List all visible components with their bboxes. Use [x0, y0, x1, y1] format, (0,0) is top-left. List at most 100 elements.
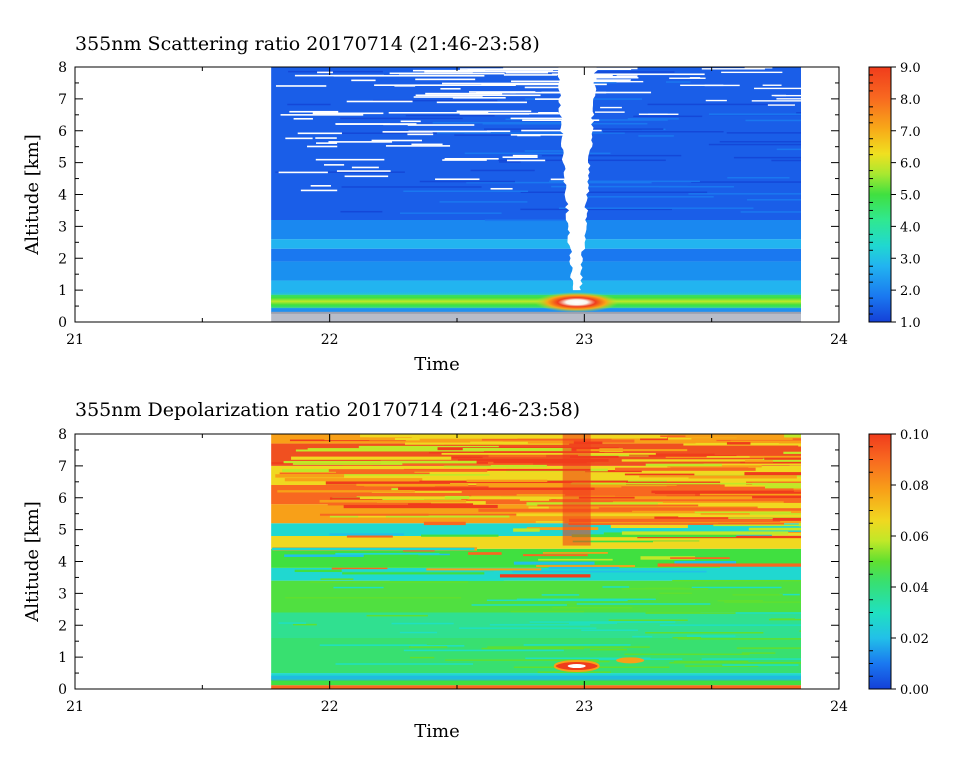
no-data-gap [315, 137, 337, 139]
y-tick-label: 1 [58, 283, 67, 299]
depol-streak [573, 439, 635, 443]
no-data-gap [436, 101, 528, 104]
signal-streak [627, 118, 679, 120]
y-tick-label: 3 [58, 219, 67, 235]
depol-streak [358, 515, 386, 518]
depol-streak [478, 508, 633, 512]
colorbar-tick-label: 0.06 [900, 530, 929, 545]
signal-streak [518, 71, 675, 73]
depol-streak [684, 665, 759, 667]
depol-streak [444, 495, 470, 499]
depol-streak [799, 630, 801, 632]
depol-streak [720, 565, 801, 569]
no-data-gap [512, 154, 538, 157]
depol-streak [686, 635, 736, 637]
no-data-gap [289, 110, 339, 113]
depol-streak [461, 490, 504, 494]
no-data-gap [538, 112, 559, 114]
signal-streak [436, 132, 625, 134]
depol-streak [570, 482, 768, 485]
depol-streak [516, 598, 656, 601]
depol-streak [327, 502, 431, 506]
depol-streak [278, 544, 320, 547]
depol-streak [621, 459, 801, 462]
y-axis-label: Altitude [km] [22, 134, 43, 256]
no-data-gap [456, 110, 532, 113]
x-tick-label: 21 [66, 699, 84, 715]
x-tick-label: 21 [66, 332, 84, 348]
colorbar-tick-label: 6.0 [900, 157, 921, 172]
depol-streak [513, 561, 595, 565]
surface-line [271, 311, 801, 314]
depol-streak [732, 594, 783, 596]
depol-streak [325, 481, 451, 485]
depol-streak [380, 460, 477, 464]
depol-streak [730, 440, 801, 443]
altitude-band [271, 679, 801, 686]
signal-streak [659, 185, 734, 188]
signal-streak [776, 148, 801, 151]
signal-streak [464, 152, 611, 155]
depol-streak [706, 456, 750, 458]
depol-streak [732, 662, 801, 664]
depol-streak [779, 593, 800, 596]
depol-streak [462, 448, 572, 452]
no-data-gap [486, 130, 511, 133]
depol-streak [657, 502, 801, 507]
depol-streak [672, 636, 701, 639]
depol-streak [648, 455, 737, 457]
depol-streak [678, 514, 801, 518]
no-data-gap [444, 157, 499, 160]
depol-streak [744, 472, 801, 476]
depol-streak [784, 434, 801, 438]
depol-streak [372, 497, 425, 501]
cloud-core-center [567, 664, 586, 669]
depol-streak [615, 467, 756, 471]
depol-streak [285, 596, 462, 599]
depol-streak [366, 439, 471, 443]
depol-streak [526, 527, 599, 531]
depol-streak [673, 660, 749, 663]
depol-streak [770, 618, 795, 620]
depol-streak [538, 558, 613, 561]
no-data-gap [669, 77, 706, 79]
depol-streak [581, 629, 638, 632]
no-data-gap [293, 117, 313, 120]
y-tick-label: 7 [58, 92, 67, 108]
no-data-gap [374, 84, 516, 87]
altitude-band [271, 67, 801, 220]
depol-streak [691, 586, 782, 589]
depol-streak [536, 565, 636, 567]
no-data-gap [567, 79, 631, 81]
signal-streak [499, 161, 521, 163]
y-tick-label: 2 [58, 618, 67, 634]
depol-streak [529, 621, 676, 623]
depol-streak [651, 490, 794, 494]
depol-streak [783, 451, 801, 454]
signal-streak [541, 154, 682, 157]
depol-streak [512, 570, 707, 573]
depol-streak [585, 470, 642, 473]
depol-streak [537, 504, 699, 507]
no-data-gap [388, 111, 489, 114]
signal-streak [405, 114, 495, 117]
depol-streak [458, 627, 597, 629]
no-data-gap [616, 74, 638, 76]
low-depol-layer [271, 675, 801, 681]
depol-streak [291, 456, 452, 460]
signal-streak [399, 212, 502, 214]
chart-title: 355nm Scattering ratio 20170714 (21:46-2… [75, 33, 540, 55]
depol-streak [576, 603, 711, 605]
no-data-gap [336, 170, 391, 172]
depol-streak [568, 518, 781, 523]
altitude-band [271, 248, 801, 262]
no-data-gap [701, 68, 765, 70]
no-data-gap [425, 92, 503, 95]
depol-streak [736, 647, 801, 649]
depol-streak [488, 484, 622, 488]
signal-streak [551, 185, 688, 188]
depol-streak [683, 443, 801, 446]
signal-streak [708, 143, 801, 146]
no-data-gap [522, 119, 600, 122]
no-data-gap [704, 84, 740, 87]
